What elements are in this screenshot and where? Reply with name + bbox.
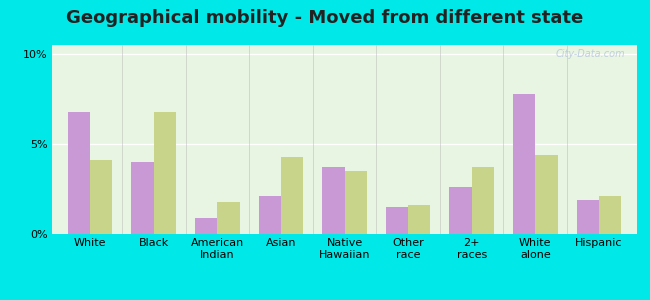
- Bar: [131, 162, 154, 234]
- Bar: [259, 196, 281, 234]
- Bar: [472, 167, 494, 234]
- Bar: [599, 196, 621, 234]
- Bar: [90, 160, 112, 234]
- Bar: [322, 167, 344, 234]
- Bar: [217, 202, 240, 234]
- Bar: [449, 187, 472, 234]
- Bar: [68, 112, 90, 234]
- Bar: [344, 171, 367, 234]
- Bar: [535, 155, 558, 234]
- Bar: [577, 200, 599, 234]
- Bar: [195, 218, 217, 234]
- Text: City-Data.com: City-Data.com: [556, 49, 625, 59]
- Bar: [408, 205, 430, 234]
- Bar: [513, 94, 535, 234]
- Bar: [386, 207, 408, 234]
- Bar: [154, 112, 176, 234]
- Bar: [281, 157, 303, 234]
- Text: Geographical mobility - Moved from different state: Geographical mobility - Moved from diffe…: [66, 9, 584, 27]
